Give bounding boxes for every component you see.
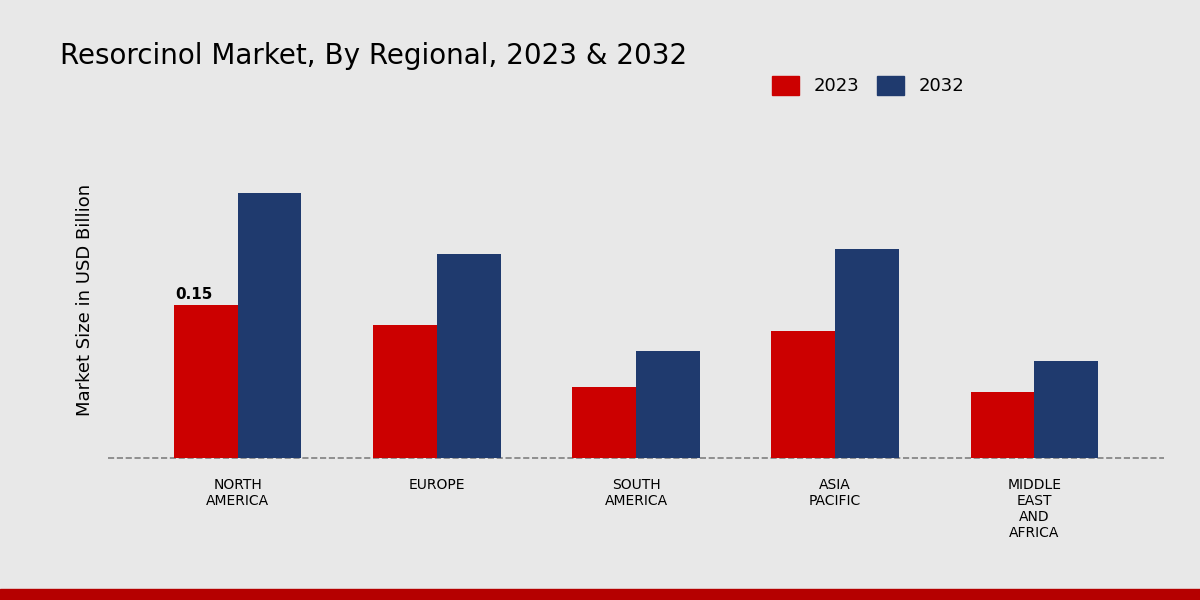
Bar — [437, 254, 500, 458]
Y-axis label: Market Size in USD Billion: Market Size in USD Billion — [76, 184, 94, 416]
Legend: 2023, 2032: 2023, 2032 — [763, 67, 973, 104]
Bar — [572, 386, 636, 458]
Text: Resorcinol Market, By Regional, 2023 & 2032: Resorcinol Market, By Regional, 2023 & 2… — [60, 42, 688, 70]
Bar — [772, 331, 835, 458]
Bar — [174, 305, 238, 458]
Text: 0.15: 0.15 — [175, 287, 214, 302]
Bar — [636, 351, 700, 458]
Bar — [238, 193, 301, 458]
Bar — [835, 249, 899, 458]
Bar — [373, 325, 437, 458]
Bar — [1034, 361, 1098, 458]
Bar — [971, 392, 1034, 458]
